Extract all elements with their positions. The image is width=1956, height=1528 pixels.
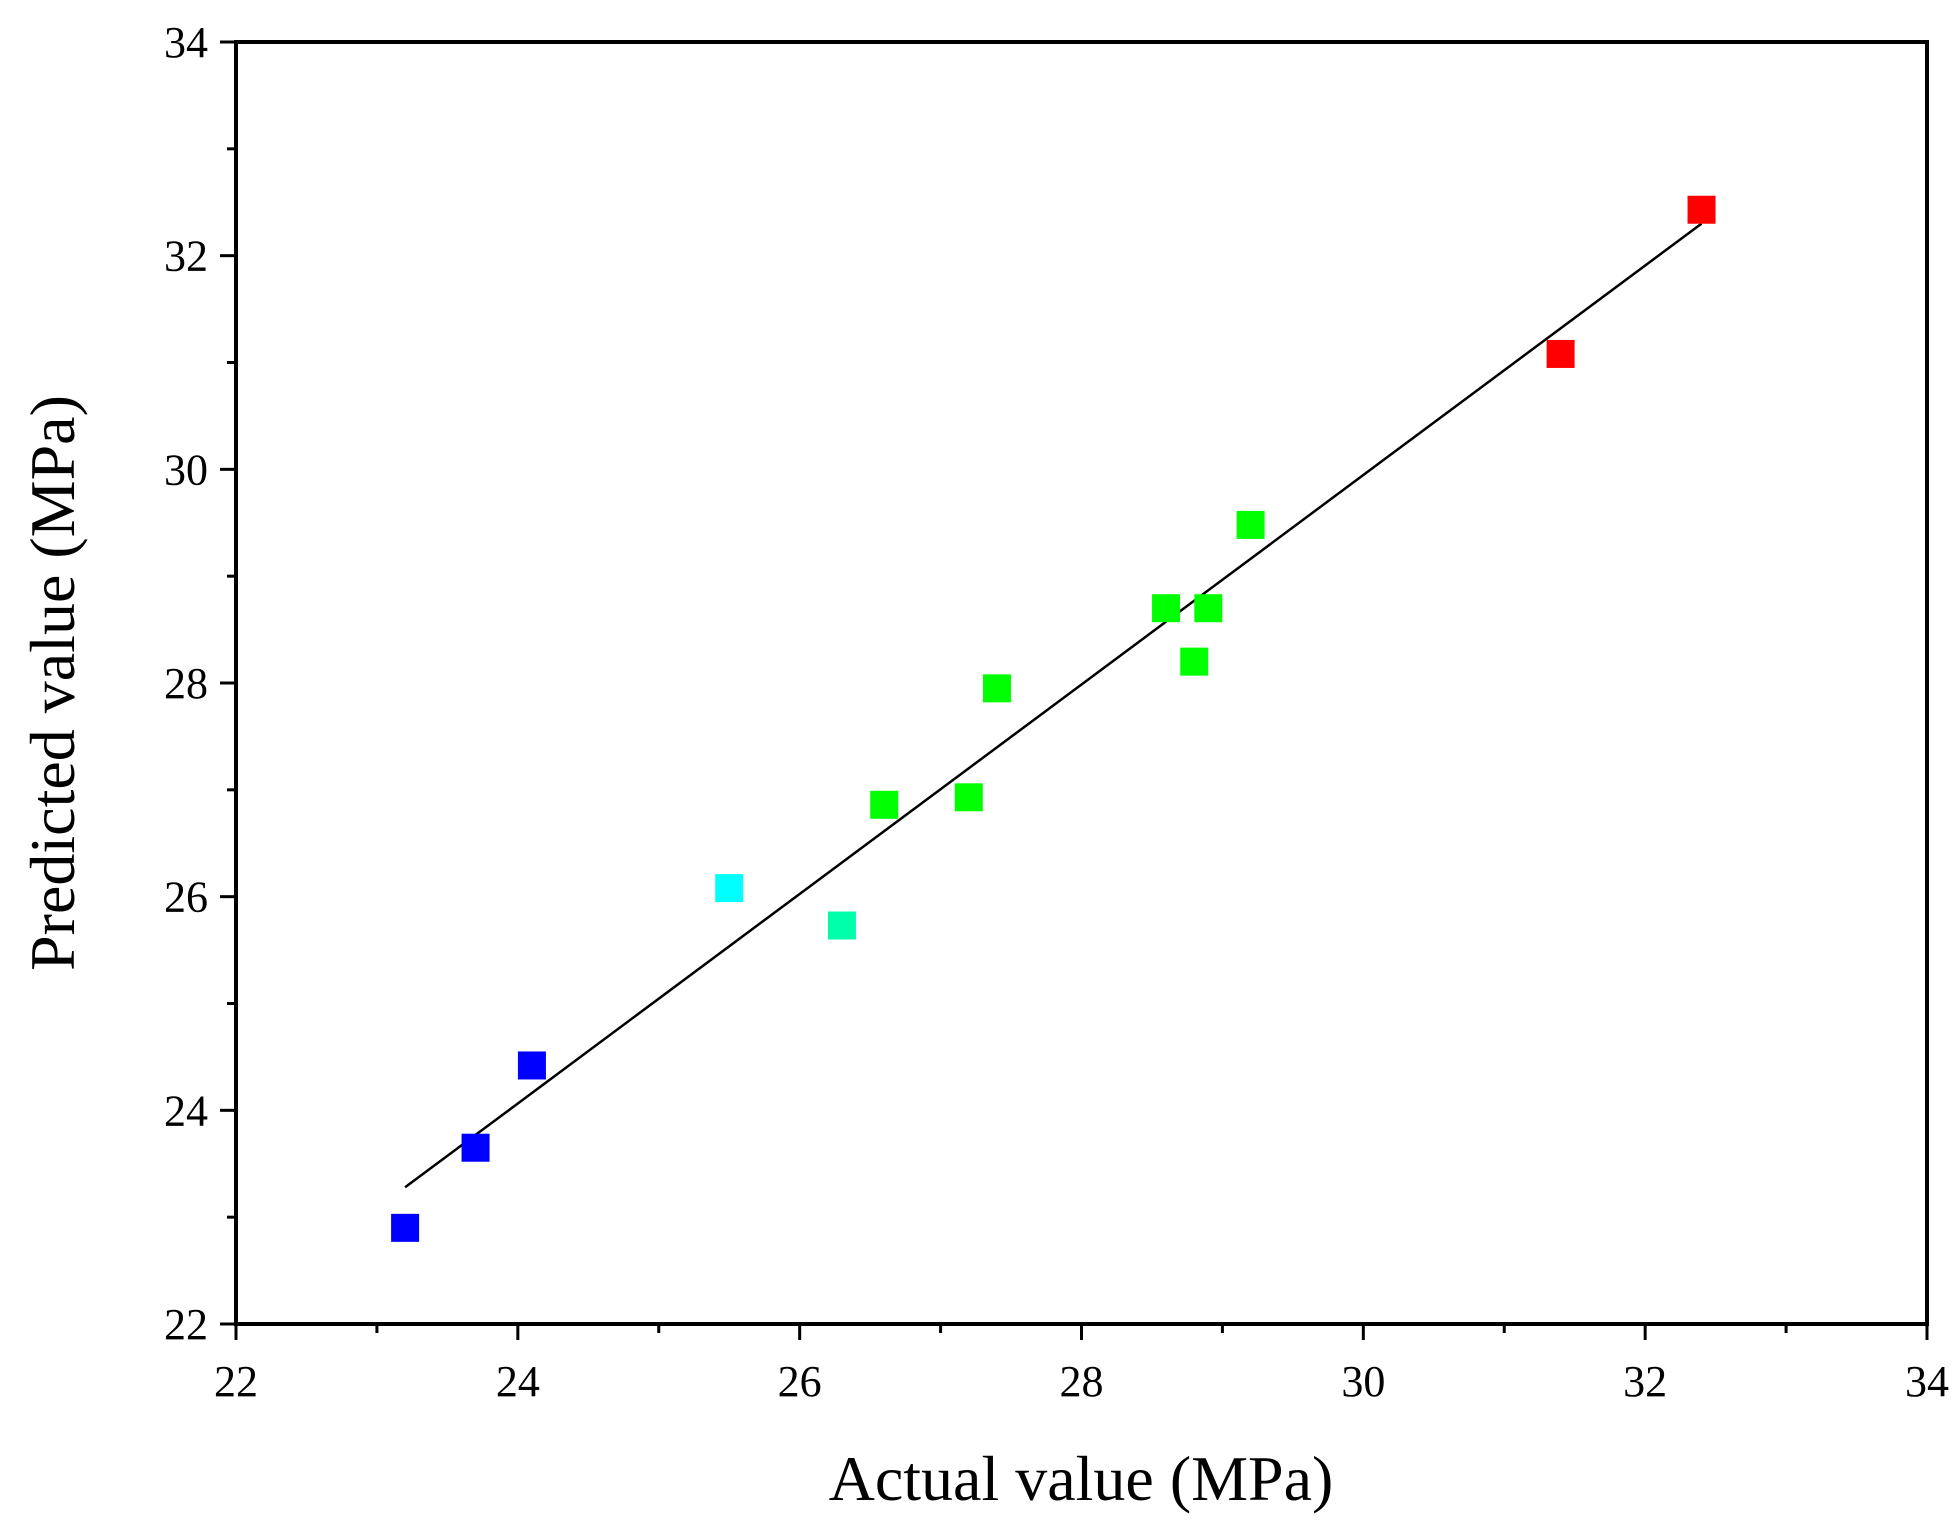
fit-line [404,222,1703,1189]
data-point [1194,594,1223,623]
x-tick-label: 24 [496,1357,540,1406]
data-point [1152,594,1181,623]
y-tick-label: 22 [164,1300,208,1349]
x-tick-label: 30 [1341,1357,1385,1406]
y-axis-title: Predicted value (MPa) [17,395,88,971]
y-tick-label: 28 [164,659,208,708]
y-tick-label: 32 [164,232,208,281]
x-axis-title: Actual value (MPa) [829,1443,1334,1514]
x-tick-label: 34 [1905,1357,1949,1406]
data-point [982,674,1011,703]
y-tick-label: 30 [164,445,208,494]
data-point [1546,339,1575,368]
data-point [870,790,899,819]
data-point [391,1213,420,1242]
data-point [954,783,983,812]
fit-line-group [404,222,1703,1189]
plot-frame [234,40,1929,1326]
x-tick-label: 28 [1060,1357,1104,1406]
data-point [715,874,744,903]
data-point [1180,647,1209,676]
x-tick-label: 22 [214,1357,258,1406]
y-tick-label: 34 [164,18,208,67]
axis-tick-labels: 22 24 26 28 30 32 34 22 24 26 28 30 32 34 [164,18,1949,1406]
y-tick-label: 24 [164,1086,208,1135]
data-point [1687,195,1716,224]
data-point [461,1133,490,1162]
data-points [391,195,1716,1242]
data-point [827,911,856,940]
data-point [517,1051,546,1080]
data-point [1236,510,1265,539]
x-tick-label: 32 [1623,1357,1667,1406]
y-tick-label: 26 [164,873,208,922]
x-tick-label: 26 [778,1357,822,1406]
